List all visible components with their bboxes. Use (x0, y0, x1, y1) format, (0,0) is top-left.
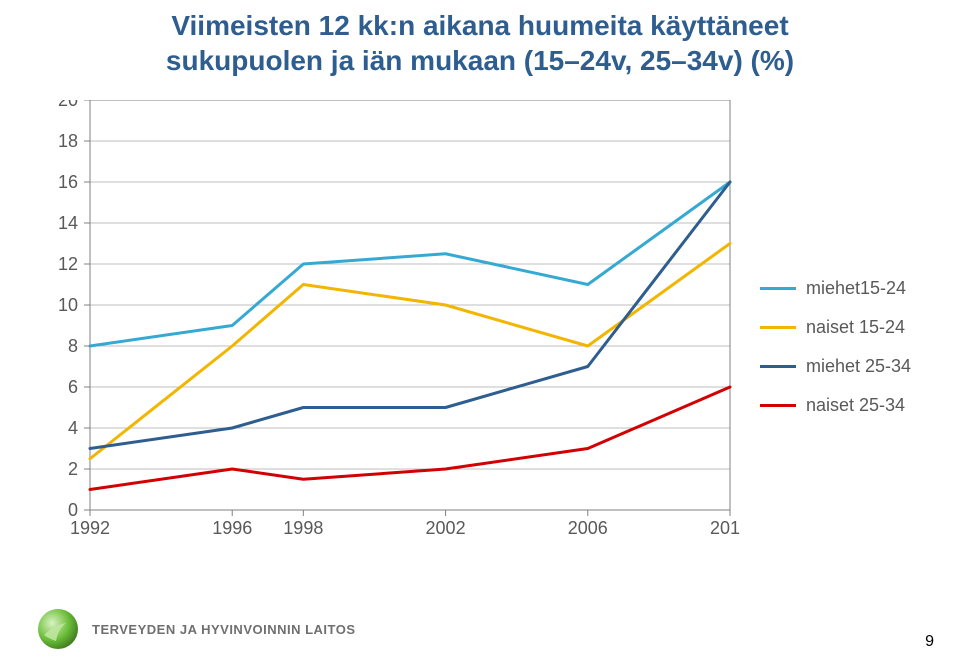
series-line (90, 244, 730, 459)
x-tick-label: 1998 (283, 518, 323, 538)
legend-label: miehet15-24 (806, 278, 906, 299)
y-tick-label: 2 (68, 459, 78, 479)
legend: miehet15-24 naiset 15-24 miehet 25-34 naise… (760, 260, 940, 434)
logo-icon (36, 607, 80, 651)
y-tick-label: 0 (68, 500, 78, 520)
legend-item: miehet 25-34 (760, 356, 940, 377)
legend-label: naiset 15-24 (806, 317, 905, 338)
series-line (90, 387, 730, 490)
x-tick-label: 2002 (426, 518, 466, 538)
legend-item: naiset 25-34 (760, 395, 940, 416)
legend-label: naiset 25-34 (806, 395, 905, 416)
x-tick-label: 1996 (212, 518, 252, 538)
legend-label: miehet 25-34 (806, 356, 911, 377)
series-line (90, 182, 730, 449)
y-tick-label: 12 (58, 254, 78, 274)
y-tick-label: 18 (58, 131, 78, 151)
legend-swatch (760, 404, 796, 407)
legend-swatch (760, 365, 796, 368)
y-tick-label: 8 (68, 336, 78, 356)
y-tick-label: 10 (58, 295, 78, 315)
title-line-1: Viimeisten 12 kk:n aikana huumeita käytt… (0, 8, 960, 43)
legend-item: miehet15-24 (760, 278, 940, 299)
x-tick-label: 1992 (70, 518, 110, 538)
footer-text: TERVEYDEN JA HYVINVOINNIN LAITOS (92, 622, 356, 637)
legend-swatch (760, 287, 796, 290)
footer: TERVEYDEN JA HYVINVOINNIN LAITOS (36, 607, 356, 651)
y-tick-label: 20 (58, 100, 78, 110)
legend-item: naiset 15-24 (760, 317, 940, 338)
chart-area: 1992 1996 1998 2002 2006 2010 0 2 4 6 8 10 12 14 16 18 2… (40, 100, 740, 540)
chart-title: Viimeisten 12 kk:n aikana huumeita käytt… (0, 0, 960, 78)
line-chart: 1992 1996 1998 2002 2006 2010 0 2 4 6 8 10 12 14 16 18 2… (40, 100, 740, 540)
x-tick-label: 2010 (710, 518, 740, 538)
page-number: 9 (925, 633, 934, 651)
title-line-2: sukupuolen ja iän mukaan (15–24v, 25–34v… (0, 43, 960, 78)
legend-swatch (760, 326, 796, 329)
x-tick-label: 2006 (568, 518, 608, 538)
y-tick-label: 4 (68, 418, 78, 438)
y-tick-label: 14 (58, 213, 78, 233)
y-tick-label: 6 (68, 377, 78, 397)
y-tick-label: 16 (58, 172, 78, 192)
